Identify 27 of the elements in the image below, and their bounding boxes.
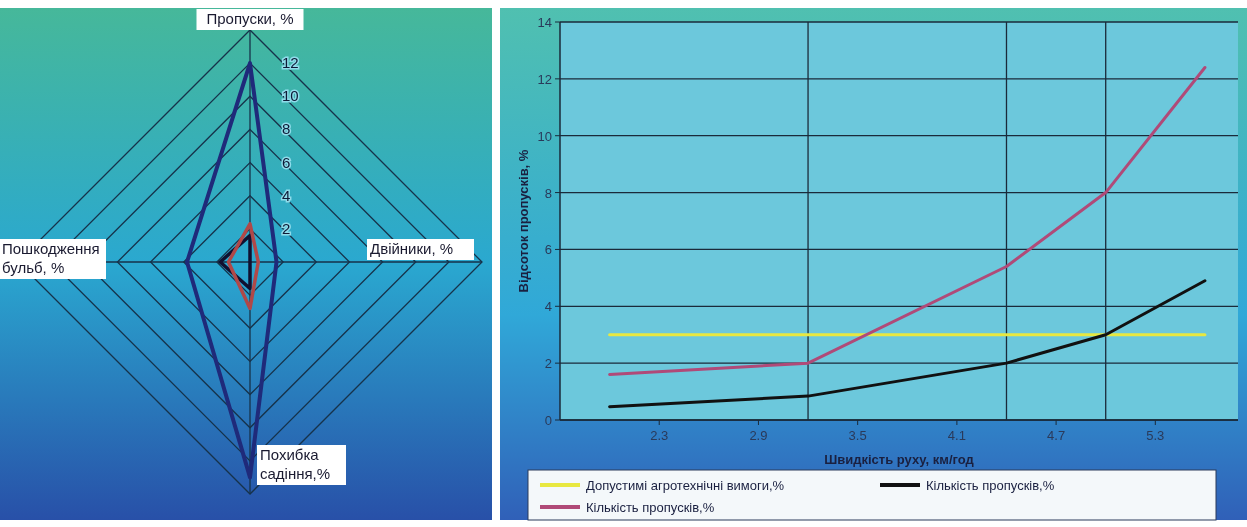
spoke-label: Пошкодження бульб, % xyxy=(2,240,100,276)
legend-label: Допустимі агротехнічні вимоги,% xyxy=(586,478,785,493)
x-tick-label: 4.7 xyxy=(1047,428,1066,443)
y-axis-title: Відсоток пропусків, % xyxy=(516,149,531,293)
x-axis-title: Швидкість руху, км/год xyxy=(824,452,975,467)
legend-label: Кількість пропусків,% xyxy=(586,500,715,515)
spoke-label: Двійники, % xyxy=(370,240,454,257)
line-series xyxy=(608,65,1207,377)
y-tick-label: 12 xyxy=(282,54,299,72)
x-tick-label: 4.1 xyxy=(947,428,966,443)
x-tick-label: 2.9 xyxy=(749,428,768,443)
y-tick-label: 10 xyxy=(537,128,552,144)
y-tick-label: 12 xyxy=(537,71,552,87)
y-tick-label: 14 xyxy=(537,15,552,30)
legend-label: Кількість пропусків,% xyxy=(926,478,1055,493)
spoke-label: Пропуски, % xyxy=(206,10,294,27)
line-series xyxy=(608,279,1207,409)
x-tick-label: 3.5 xyxy=(848,428,867,443)
y-tick-label: 8 xyxy=(544,185,552,201)
y-tick-label: 2 xyxy=(544,356,552,372)
y-tick-label: 4 xyxy=(544,299,552,315)
y-tick-label: 0 xyxy=(544,413,552,428)
x-tick-label: 2.3 xyxy=(650,428,669,443)
x-tick-label: 5.3 xyxy=(1146,428,1165,443)
y-tick-label: 10 xyxy=(282,87,299,105)
y-tick-label: 6 xyxy=(544,242,552,258)
spoke-label: Похибка садіння,% xyxy=(260,446,331,482)
